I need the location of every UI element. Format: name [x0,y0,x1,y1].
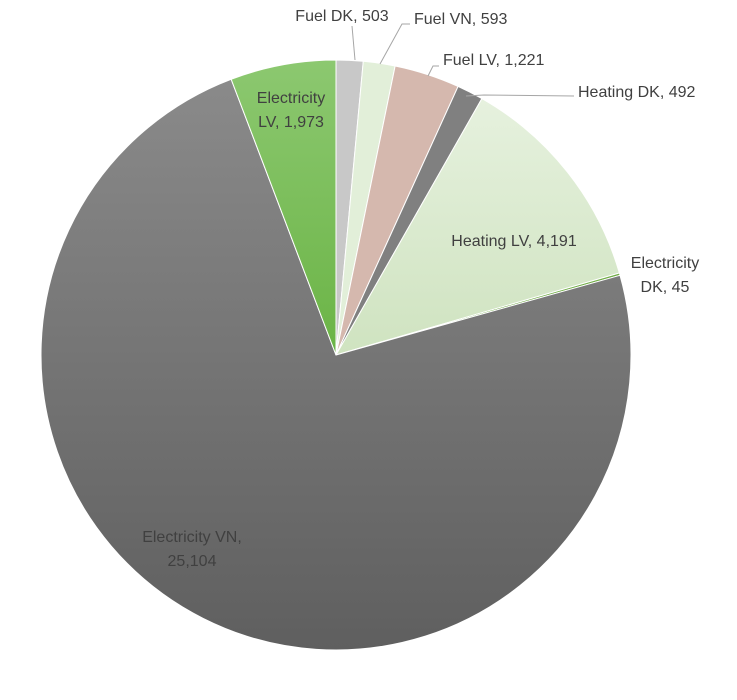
label-electricity-vn: Electricity VN, 25,104 [142,529,242,570]
label-line: Heating DK, 492 [578,84,696,101]
leader-line-fuel-dk [351,25,356,61]
slice-electricity-lv [230,59,337,356]
label-line: 25,104 [168,553,217,570]
label-line: DK, 45 [641,279,690,296]
label-line: LV, 1,973 [258,114,324,131]
label-fuel-vn: Fuel VN, 593 [414,11,507,28]
leader-line-fuel-lv [427,65,439,77]
label-fuel-dk: Fuel DK, 503 [295,8,388,25]
label-fuel-lv: Fuel LV, 1,221 [443,52,545,69]
leader-lines [351,23,575,97]
label-heating-lv: Heating LV, 4,191 [451,233,577,250]
label-line: Fuel DK, 503 [295,8,388,25]
label-line: Fuel LV, 1,221 [443,52,545,69]
slice-labels: Fuel DK, 503 Fuel VN, 593 Fuel LV, 1,221 He… [142,8,699,570]
slice-electricity-vn [40,78,632,651]
leader-line-fuel-vn [379,23,410,65]
label-line: Electricity VN, [142,529,242,546]
label-heating-dk: Heating DK, 492 [578,84,696,101]
label-line: Fuel VN, 593 [414,11,507,28]
label-line: Heating LV, 4,191 [451,233,577,250]
slice-heating-lv [334,97,620,356]
label-line: Electricity [257,90,325,107]
label-electricity-dk: Electricity DK, 45 [631,255,699,296]
label-electricity-lv: Electricity LV, 1,973 [257,90,325,131]
leader-line-heating-dk [465,94,575,97]
label-line: Electricity [631,255,699,272]
pie-slices [40,59,632,651]
